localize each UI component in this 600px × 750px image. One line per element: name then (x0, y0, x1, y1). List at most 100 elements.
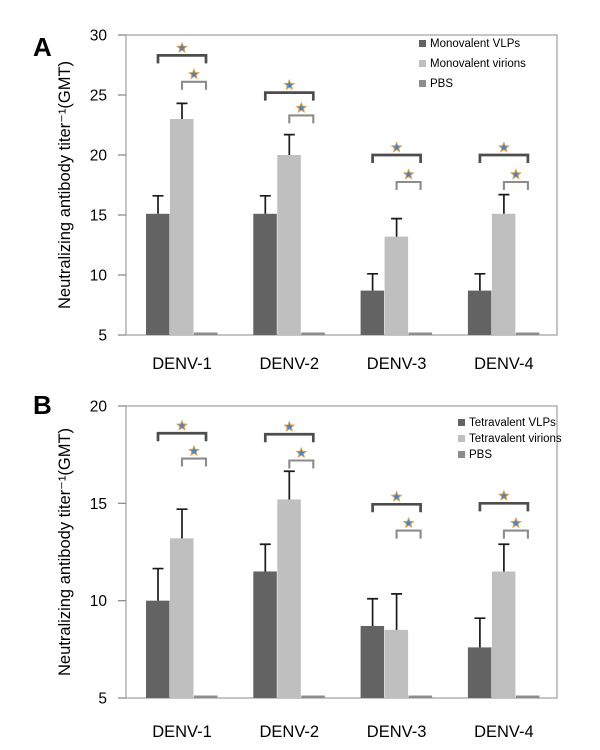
legend-label: Monovalent VLPs (430, 38, 520, 50)
significance-star (295, 101, 308, 114)
significance-bracket (371, 502, 422, 513)
significance-star (176, 41, 188, 54)
significance-star (402, 168, 415, 180)
significance-bracket (288, 459, 315, 469)
panel-letter: B (33, 390, 52, 420)
significance-star (390, 141, 403, 153)
error-bar (176, 508, 188, 539)
y-tick-label: 10 (90, 593, 108, 610)
x-category-label: DENV-2 (259, 723, 319, 741)
error-bar (283, 470, 295, 500)
bar (146, 600, 170, 698)
y-tick-label: 15 (90, 496, 107, 513)
legend-label: Tetravalent virions (469, 433, 562, 445)
significance-star (283, 78, 296, 91)
bar (491, 571, 516, 698)
significance-star (176, 419, 188, 431)
bar (253, 571, 277, 698)
y-axis-title: Neutralizing antibody titer⁻¹(GMT) (56, 61, 74, 309)
significance-bracket (180, 457, 208, 467)
significance-bracket (478, 501, 530, 512)
y-axis-title: Neutralizing antibody titer⁻¹(GMT) (56, 428, 74, 676)
bar (360, 290, 385, 335)
bar (408, 695, 433, 698)
error-bar (367, 272, 379, 291)
significance-star (497, 141, 510, 153)
significance-bracket (395, 529, 422, 539)
bar (277, 155, 301, 335)
error-bar (474, 617, 486, 648)
error-bar (498, 543, 510, 572)
error-bar (283, 133, 295, 155)
bar (491, 213, 516, 335)
bar (301, 695, 325, 698)
bar (384, 629, 409, 698)
significance-bracket (180, 80, 208, 90)
bar (253, 213, 277, 335)
legend-label: PBS (430, 78, 453, 90)
y-tick-label: 30 (90, 28, 108, 45)
x-category-label: DENV-1 (152, 723, 212, 741)
legend-swatch (458, 451, 465, 458)
x-category-label: DENV-4 (474, 355, 534, 373)
bar (170, 119, 194, 335)
error-bar (474, 272, 486, 291)
bar (277, 499, 301, 698)
legend-swatch (419, 60, 426, 67)
y-tick-label: 20 (90, 148, 108, 165)
significance-bracket (371, 153, 422, 163)
bar (467, 290, 492, 335)
bar (360, 625, 385, 698)
significance-star (497, 489, 510, 501)
bar (301, 332, 325, 335)
y-tick-label: 5 (98, 328, 107, 345)
significance-star (188, 444, 200, 457)
y-tick-label: 10 (90, 268, 108, 285)
legend-swatch (419, 80, 426, 87)
significance-bracket (502, 529, 529, 539)
legend-swatch (458, 435, 465, 442)
error-bar (391, 217, 403, 237)
x-category-label: DENV-2 (259, 355, 319, 373)
significance-bracket (288, 114, 315, 124)
legend-swatch (419, 40, 426, 47)
error-bar (152, 194, 164, 214)
x-category-label: DENV-4 (474, 723, 534, 741)
bar (515, 695, 540, 698)
legend-label: Tetravalent VLPs (469, 417, 556, 429)
error-bar (176, 102, 188, 119)
bar (467, 647, 492, 698)
y-tick-label: 25 (90, 88, 107, 105)
y-tick-label: 20 (90, 399, 108, 416)
significance-star (390, 490, 403, 502)
y-tick-label: 5 (98, 691, 107, 708)
significance-bracket (502, 180, 529, 190)
x-category-label: DENV-3 (367, 355, 427, 373)
significance-bracket (395, 180, 422, 190)
bar (170, 538, 194, 698)
plot-frame (125, 405, 558, 699)
significance-star (283, 420, 296, 432)
legend-swatch (458, 419, 465, 426)
significance-star (402, 516, 415, 529)
significance-bracket (156, 431, 208, 442)
bar (194, 332, 218, 335)
bar (194, 695, 218, 698)
bar (408, 332, 433, 335)
error-bar (367, 597, 379, 626)
bar (146, 213, 170, 335)
panel-letter: A (33, 32, 52, 62)
significance-bracket (263, 432, 315, 443)
bar (384, 236, 409, 335)
significance-star (188, 67, 200, 80)
error-bar (259, 194, 271, 214)
plot-frame (125, 34, 558, 336)
bar (515, 332, 540, 335)
error-bar (391, 593, 403, 630)
y-tick-label: 15 (90, 208, 107, 225)
significance-star (509, 516, 522, 529)
error-bar (152, 567, 164, 601)
significance-star (509, 168, 522, 180)
